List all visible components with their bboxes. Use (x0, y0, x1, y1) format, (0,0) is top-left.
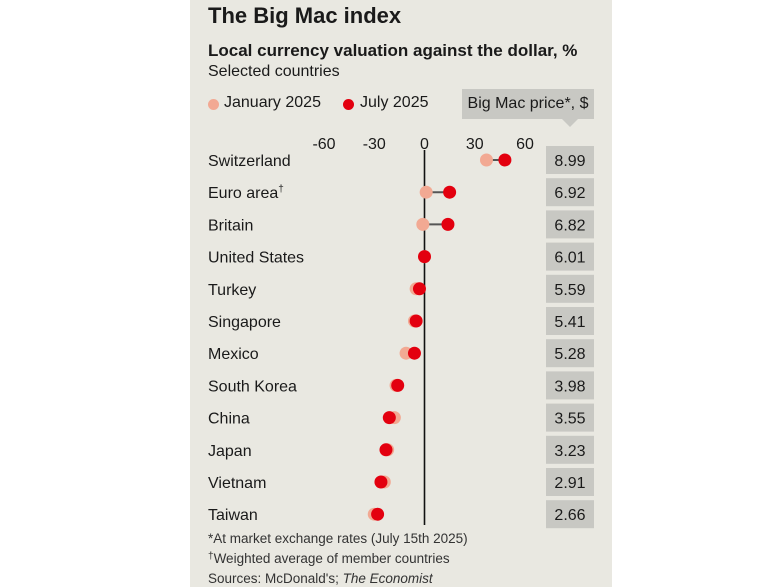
dot-july-china (382, 411, 396, 425)
x-tick-label: 60 (516, 136, 534, 153)
price-header-pointer (562, 119, 578, 127)
price-value-mexico: 5.28 (554, 346, 585, 363)
footnote-sources: Sources: McDonald's; The Economist (208, 571, 433, 586)
chart-title: The Big Mac index (208, 3, 402, 28)
dot-july-switzerland (498, 153, 512, 167)
footnote-euro-area-text: Weighted average of member countries (213, 551, 450, 566)
dot-july-turkey (412, 282, 426, 296)
price-value-turkey: 5.59 (554, 282, 585, 299)
dot-july-mexico (407, 346, 421, 360)
price-box-britain (546, 210, 594, 239)
legend-label-january: January 2025 (224, 94, 321, 111)
price-value-south-korea: 3.98 (554, 378, 585, 395)
price-value-euro-area: 6.92 (554, 185, 585, 202)
price-box-united-states (546, 242, 594, 271)
country-label-china: China (208, 411, 250, 428)
price-value-united-states: 6.01 (554, 250, 585, 267)
price-column-header: Big Mac price*, $ (462, 89, 594, 119)
price-box-taiwan (546, 500, 594, 529)
price-box-china (546, 403, 594, 432)
country-label-vietnam: Vietnam (208, 475, 266, 492)
price-value-vietnam: 2.91 (554, 475, 585, 492)
footnote-euro-area: †Weighted average of member countries (208, 551, 450, 566)
country-label-taiwan: Taiwan (208, 507, 258, 524)
country-label-switzerland: Switzerland (208, 153, 291, 170)
price-value-singapore: 5.41 (554, 314, 585, 331)
country-label-euro-area: Euro area† (208, 184, 284, 202)
country-label-united-states: United States (208, 250, 304, 267)
dot-january-switzerland (479, 153, 493, 167)
sources-publication: The Economist (342, 571, 433, 586)
legend-marker-july (343, 99, 354, 110)
dot-january-britain (416, 217, 430, 231)
legend-label-july: July 2025 (360, 94, 429, 111)
dot-july-vietnam (374, 475, 388, 489)
price-value-china: 3.55 (554, 411, 585, 428)
price-box-vietnam (546, 468, 594, 496)
country-label-mexico: Mexico (208, 346, 259, 363)
dot-july-south-korea (391, 378, 405, 392)
chart-subtitle: Local currency valuation against the dol… (208, 41, 578, 60)
price-box-turkey (546, 274, 594, 303)
dot-july-euro-area (443, 185, 457, 199)
chart-subsubtitle: Selected countries (208, 63, 340, 80)
dot-july-japan (379, 443, 393, 457)
price-box-euro-area (546, 178, 594, 207)
country-label-singapore: Singapore (208, 314, 281, 331)
country-label-britain: Britain (208, 217, 253, 234)
footnote-dagger: † (208, 551, 214, 562)
price-box-switzerland (546, 146, 594, 174)
price-box-mexico (546, 339, 594, 368)
x-tick-label: 30 (466, 136, 484, 153)
country-label-japan: Japan (208, 443, 252, 460)
legend-marker-january (208, 99, 219, 110)
price-value-britain: 6.82 (554, 217, 585, 234)
price-box-singapore (546, 307, 594, 335)
x-tick-label: -30 (363, 136, 386, 153)
sources-prefix: Sources: McDonald's; (208, 571, 343, 586)
footnote-exchange-rates: *At market exchange rates (July 15th 202… (208, 531, 468, 546)
price-value-japan: 3.23 (554, 443, 585, 460)
country-label-turkey: Turkey (208, 282, 256, 299)
x-tick-label: -60 (312, 136, 335, 153)
price-value-taiwan: 2.66 (554, 507, 585, 524)
dot-july-britain (441, 217, 455, 231)
dot-july-taiwan (371, 507, 385, 521)
price-box-japan (546, 435, 594, 464)
price-box-south-korea (546, 371, 594, 400)
dot-january-euro-area (419, 185, 433, 199)
price-value-switzerland: 8.99 (554, 153, 585, 170)
dot-july-singapore (409, 314, 423, 328)
dot-july-united-states (418, 250, 431, 264)
country-label-south-korea: South Korea (208, 378, 297, 395)
x-tick-label: 0 (420, 136, 429, 153)
